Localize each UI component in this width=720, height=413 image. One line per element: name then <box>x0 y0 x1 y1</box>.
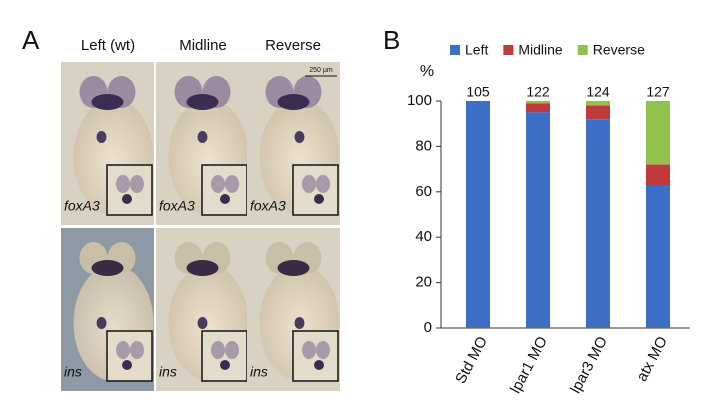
x-tick-label: lpar3 MO <box>567 334 611 396</box>
x-tick-label: atx MO <box>633 334 671 385</box>
micrographs: foxA3 foxA3 foxA3 ins ins ins 250 µm <box>61 62 340 391</box>
inset <box>292 164 339 216</box>
inset-stain <box>122 360 132 370</box>
stain <box>294 131 305 143</box>
y-tick-label: 0 <box>424 319 432 336</box>
inset-embryo <box>316 175 330 193</box>
embryo-head <box>91 260 124 276</box>
inset-embryo <box>302 341 316 359</box>
embryo-head <box>277 260 310 276</box>
stain <box>96 131 107 143</box>
legend-swatch <box>577 45 588 55</box>
stain <box>96 317 107 329</box>
bar-total-label: 127 <box>646 84 670 100</box>
inset-embryo <box>116 175 130 193</box>
legend-label: Midline <box>518 42 563 58</box>
inset-stain <box>220 360 230 370</box>
y-tick-label: 20 <box>415 274 432 291</box>
inset-embryo <box>116 341 130 359</box>
inset-embryo <box>211 341 225 359</box>
y-tick-label: 40 <box>415 228 432 245</box>
column-header: Reverse <box>265 37 321 54</box>
row-label: foxA3 <box>64 198 100 214</box>
legend-label: Reverse <box>593 42 645 58</box>
inset-embryo <box>211 175 225 193</box>
stain <box>294 317 305 329</box>
scale-bar-label: 250 µm <box>309 67 333 74</box>
x-tick-label: lpar1 MO <box>507 334 551 396</box>
inset-embryo <box>130 341 144 359</box>
inset-embryo <box>225 341 239 359</box>
bar-segment <box>586 101 610 106</box>
legend-swatch <box>503 45 514 55</box>
inset <box>106 164 153 216</box>
panel-label: A <box>22 25 40 55</box>
legend-swatch <box>450 45 460 55</box>
bar-segment <box>526 101 550 104</box>
bar-segment <box>646 164 670 185</box>
row-label: ins <box>64 364 82 380</box>
stain <box>197 131 208 143</box>
inset-embryo <box>225 175 239 193</box>
row-label: ins <box>250 364 268 380</box>
inset-stain <box>314 194 324 204</box>
column-header: Left (wt) <box>81 37 135 54</box>
y-tick-label: 100 <box>407 92 432 109</box>
legend-label: Left <box>465 42 488 58</box>
bar-segment <box>586 105 610 120</box>
column-header: Midline <box>179 37 227 54</box>
inset-embryo <box>302 175 316 193</box>
inset <box>201 330 248 382</box>
bar-segment <box>646 184 670 328</box>
inset-stain <box>220 194 230 204</box>
y-tick-label: 80 <box>415 137 432 154</box>
inset <box>292 330 339 382</box>
embryo-head <box>277 94 310 110</box>
bar-total-label: 122 <box>526 84 550 100</box>
inset-stain <box>122 194 132 204</box>
inset-embryo <box>130 175 144 193</box>
bar-total-label: 124 <box>586 84 610 100</box>
inset-embryo <box>316 341 330 359</box>
y-tick-label: 60 <box>415 183 432 200</box>
inset <box>106 330 153 382</box>
bar-segment <box>586 119 610 328</box>
x-tick-label: Std MO <box>452 334 491 387</box>
row-label: foxA3 <box>159 198 195 214</box>
bar-segment <box>526 103 550 113</box>
inset <box>201 164 248 216</box>
inset-stain <box>314 360 324 370</box>
stain <box>197 317 208 329</box>
embryo-head <box>186 260 219 276</box>
row-label: ins <box>159 364 177 380</box>
bar-segment <box>526 112 550 328</box>
panel-label: B <box>383 25 400 55</box>
y-axis-label: % <box>420 63 434 80</box>
embryo-head <box>91 94 124 110</box>
bar-segment <box>646 101 670 165</box>
bar-total-label: 105 <box>466 84 490 100</box>
bar-segment <box>466 101 490 328</box>
row-label: foxA3 <box>250 198 286 214</box>
embryo-head <box>186 94 219 110</box>
